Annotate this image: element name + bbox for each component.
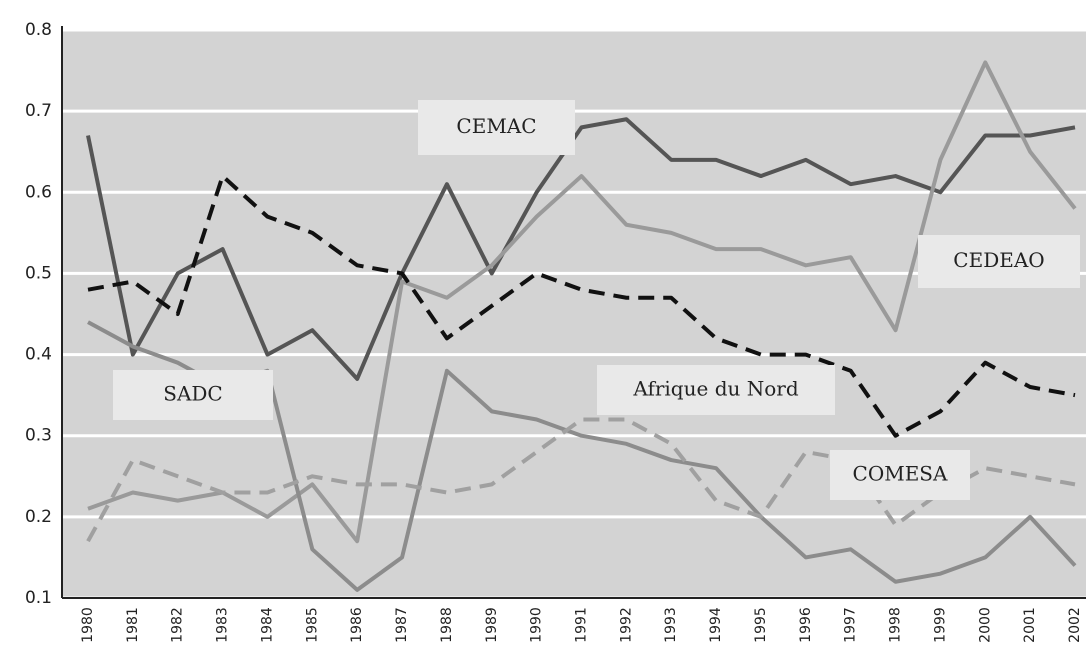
x-tick-label: 1994 <box>708 607 724 643</box>
x-tick-label: 2001 <box>1022 607 1038 643</box>
series-line <box>87 60 1077 544</box>
y-tick-label: 0.7 <box>25 101 52 121</box>
x-tick-label: 1983 <box>215 607 231 643</box>
series-label: CEDEAO <box>953 248 1044 272</box>
label-box <box>597 365 835 415</box>
x-tick-label: 1987 <box>394 607 410 643</box>
x-tick-label: 1981 <box>125 607 141 643</box>
y-tick-label: 0.6 <box>25 182 52 202</box>
x-tick-label: 1999 <box>932 607 948 643</box>
x-tick-label: 1992 <box>618 607 634 643</box>
y-tick-label: 0.3 <box>25 426 52 446</box>
series-line <box>87 174 1076 438</box>
x-tick-label: 1982 <box>170 607 186 643</box>
x-tick-label: 1989 <box>484 607 500 643</box>
series-label: CEMAC <box>456 114 536 138</box>
y-tick-label: 0.1 <box>25 588 52 608</box>
x-tick-label: 1990 <box>529 607 545 643</box>
y-tick-label: 0.4 <box>25 345 52 365</box>
x-tick-label: 1984 <box>259 607 275 643</box>
x-tick-label: 1995 <box>753 607 769 643</box>
series-label: COMESA <box>853 462 948 486</box>
label-box <box>113 370 273 420</box>
x-tick-label: 1998 <box>888 607 904 643</box>
x-tick-label: 1988 <box>439 607 455 643</box>
y-tick-label: 0.2 <box>25 507 52 527</box>
series-line <box>86 117 1076 381</box>
series-label: SADC <box>163 382 222 406</box>
x-tick-label: 1996 <box>798 607 814 643</box>
x-tick-label: 1985 <box>304 607 320 643</box>
x-tick-label: 1997 <box>843 607 859 643</box>
label-box <box>918 235 1080 288</box>
x-tick-label: 2000 <box>977 607 993 643</box>
y-tick-label: 0.5 <box>25 263 52 283</box>
x-tick-label: 1991 <box>574 607 590 643</box>
series-label: Afrique du Nord <box>632 377 798 401</box>
x-tick-label: 1986 <box>349 607 365 643</box>
x-tick-label: 1993 <box>663 607 679 643</box>
label-box <box>418 100 575 155</box>
x-tick-label: 1980 <box>80 607 96 643</box>
series-line <box>86 417 1076 543</box>
x-tick-label: 2002 <box>1067 607 1083 643</box>
label-box <box>830 450 970 500</box>
y-tick-label: 0.8 <box>25 20 52 40</box>
